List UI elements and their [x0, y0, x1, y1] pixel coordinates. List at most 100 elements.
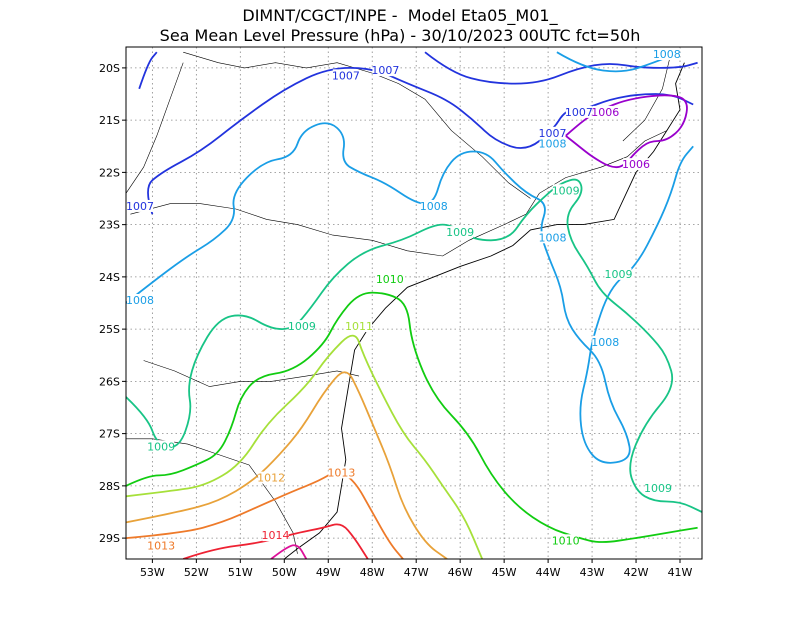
contour-label-bg: [332, 69, 359, 82]
isobar-line: [126, 122, 694, 464]
contour-label: 1008: [539, 137, 567, 150]
contour-label: 1008: [591, 336, 619, 349]
y-tick-label: 20S: [99, 62, 120, 75]
contour-label-bg: [592, 105, 619, 118]
y-tick-label: 27S: [99, 428, 120, 441]
y-tick-label: 22S: [99, 166, 120, 179]
axis-ticks: 53W 52W 51W 50W 49W 48W 47W 46W 45W 44W 43W 42W 41W 2…: [99, 62, 693, 579]
lat-lon-grid: [126, 47, 702, 559]
y-tick-label: 24S: [99, 271, 120, 284]
contour-label-bg: [262, 529, 289, 542]
y-tick-label: 23S: [99, 219, 120, 232]
y-tick-label: 26S: [99, 375, 120, 388]
contour-label-bg: [420, 199, 447, 212]
contour-label-bg: [148, 539, 175, 552]
y-tick-label: 29S: [99, 532, 120, 545]
isobar-line: [147, 67, 694, 215]
x-tick-label: 50W: [272, 566, 297, 579]
contour-label-bg: [346, 320, 373, 333]
contour-label-bg: [376, 273, 403, 286]
contour-label: 1007: [565, 106, 593, 119]
state-border: [126, 438, 298, 554]
contour-label: 1010: [376, 273, 404, 286]
plot-frame: [125, 46, 703, 560]
contour-label: 1007: [371, 64, 399, 77]
x-tick-label: 52W: [184, 566, 209, 579]
isobar-line: [138, 51, 158, 90]
contour-label: 1013: [327, 466, 355, 479]
contour-labels: 1007 100710071007100710061006100810081008…: [126, 48, 681, 553]
contour-label-bg: [127, 199, 153, 212]
contour-label-bg: [447, 226, 474, 239]
contour-label-bg: [623, 158, 650, 171]
title-line-1: DIMNT/CGCT/INPE - Model Eta05_M01_: [242, 6, 558, 25]
contour-label: 1009: [552, 184, 580, 197]
contour-label-bg: [592, 335, 619, 348]
contour-label: 1006: [622, 158, 650, 171]
x-tick-label: 41W: [668, 566, 693, 579]
contour-label: 1012: [257, 472, 285, 485]
x-tick-label: 45W: [492, 566, 517, 579]
contour-label-bg: [565, 105, 592, 118]
state-border: [183, 51, 531, 199]
contour-label-bg: [539, 137, 566, 150]
contour-label-bg: [258, 471, 285, 484]
x-tick-label: 48W: [360, 566, 385, 579]
isobar-line: [565, 94, 688, 169]
contour-label: 1009: [604, 268, 632, 281]
contour-label: 1009: [644, 482, 672, 495]
x-tick-label: 51W: [228, 566, 253, 579]
isobar-line: [270, 544, 308, 559]
state-border: [143, 360, 360, 387]
contour-label: 1010: [552, 534, 580, 547]
state-border: [130, 130, 667, 257]
contour-label: 1009: [288, 320, 316, 333]
y-tick-label: 21S: [99, 114, 120, 127]
contour-label: 1009: [446, 226, 474, 239]
contour-label: 1008: [126, 294, 154, 307]
contour-label: 1011: [345, 320, 373, 333]
contour-label-bg: [328, 466, 355, 479]
y-tick-label: 28S: [99, 480, 120, 493]
contour-label: 1007: [332, 69, 360, 82]
x-tick-label: 46W: [448, 566, 473, 579]
contour-label-bg: [148, 440, 175, 453]
isobar-line: [126, 371, 448, 559]
state-border: [622, 52, 672, 142]
isobar-line: [126, 178, 702, 513]
contour-label-bg: [645, 482, 672, 495]
title-line-2: Sea Mean Level Pressure (hPa) - 30/10/20…: [159, 26, 641, 45]
contour-label-bg: [653, 48, 680, 60]
contour-label-bg: [127, 294, 153, 306]
contour-label: 1008: [420, 200, 448, 213]
contour-label: 1013: [147, 540, 175, 553]
isobars: [126, 51, 702, 559]
y-tick-label: 25S: [99, 323, 120, 336]
contour-label-bg: [552, 184, 579, 197]
x-tick-label: 53W: [140, 566, 165, 579]
x-tick-label: 49W: [316, 566, 341, 579]
contour-label: 1007: [126, 200, 154, 213]
isobar-line: [556, 51, 681, 73]
contour-label: 1008: [539, 231, 567, 244]
contour-label-bg: [605, 267, 632, 280]
x-tick-label: 43W: [580, 566, 605, 579]
x-tick-label: 42W: [624, 566, 649, 579]
contour-label-bg: [372, 64, 399, 77]
isobar-line: [126, 471, 404, 559]
contour-label: 1006: [591, 106, 619, 119]
state-border: [126, 62, 184, 194]
contour-label: 1009: [147, 440, 175, 453]
isobar-line: [182, 523, 369, 559]
contour-label-bg: [288, 320, 315, 333]
contour-label-bg: [539, 126, 566, 139]
contour-label: 1007: [539, 127, 567, 140]
contour-label-bg: [539, 231, 566, 244]
isobar-line: [126, 334, 484, 559]
x-tick-label: 44W: [536, 566, 561, 579]
x-tick-label: 47W: [404, 566, 429, 579]
contour-label: 1008: [653, 48, 681, 61]
isobar-line: [424, 51, 698, 85]
